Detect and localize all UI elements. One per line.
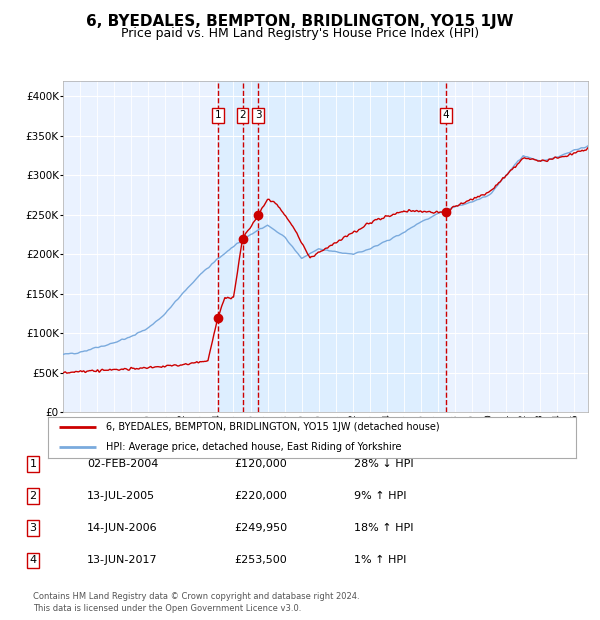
Text: 6, BYEDALES, BEMPTON, BRIDLINGTON, YO15 1JW: 6, BYEDALES, BEMPTON, BRIDLINGTON, YO15 … — [86, 14, 514, 29]
Text: 1: 1 — [29, 459, 37, 469]
Text: 14-JUN-2006: 14-JUN-2006 — [87, 523, 158, 533]
Bar — [218, 81, 446, 412]
Text: 28% ↓ HPI: 28% ↓ HPI — [354, 459, 413, 469]
Text: 02-FEB-2004: 02-FEB-2004 — [87, 459, 158, 469]
Text: 1% ↑ HPI: 1% ↑ HPI — [354, 556, 406, 565]
Text: 13-JUL-2005: 13-JUL-2005 — [87, 491, 155, 501]
Text: 18% ↑ HPI: 18% ↑ HPI — [354, 523, 413, 533]
Text: 6, BYEDALES, BEMPTON, BRIDLINGTON, YO15 1JW (detached house): 6, BYEDALES, BEMPTON, BRIDLINGTON, YO15 … — [106, 422, 440, 432]
Text: £253,500: £253,500 — [234, 556, 287, 565]
Text: HPI: Average price, detached house, East Riding of Yorkshire: HPI: Average price, detached house, East… — [106, 443, 401, 453]
Text: Contains HM Land Registry data © Crown copyright and database right 2024.
This d: Contains HM Land Registry data © Crown c… — [33, 591, 359, 613]
Text: 3: 3 — [29, 523, 37, 533]
Text: £249,950: £249,950 — [234, 523, 287, 533]
Text: 13-JUN-2017: 13-JUN-2017 — [87, 556, 158, 565]
Text: Price paid vs. HM Land Registry's House Price Index (HPI): Price paid vs. HM Land Registry's House … — [121, 27, 479, 40]
Text: 4: 4 — [442, 110, 449, 120]
Text: £120,000: £120,000 — [234, 459, 287, 469]
Text: £220,000: £220,000 — [234, 491, 287, 501]
Text: 2: 2 — [29, 491, 37, 501]
Text: 2: 2 — [239, 110, 246, 120]
Text: 3: 3 — [255, 110, 262, 120]
Text: 9% ↑ HPI: 9% ↑ HPI — [354, 491, 407, 501]
Text: 1: 1 — [215, 110, 221, 120]
Text: 4: 4 — [29, 556, 37, 565]
